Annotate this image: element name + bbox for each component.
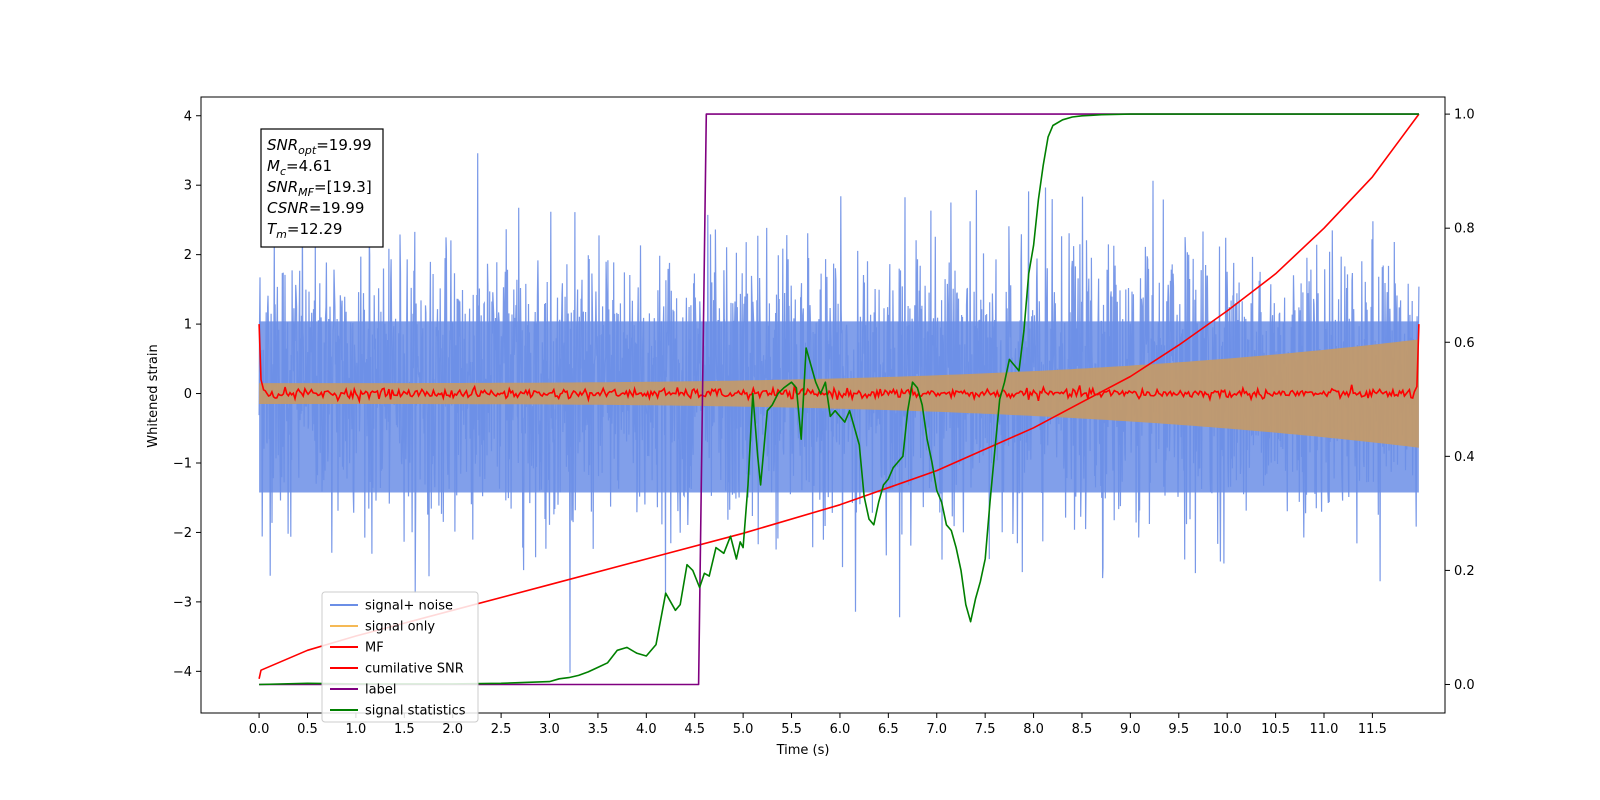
x-tick-label: 6.0 bbox=[830, 722, 851, 737]
legend: signal+ noise signal only MF cumilative SNR… bbox=[321, 591, 479, 723]
y-right-tick-label: 0.2 bbox=[1454, 564, 1475, 579]
y-right-tick-label: 0.4 bbox=[1454, 450, 1475, 465]
x-tick-label: 7.5 bbox=[975, 722, 996, 737]
snr-mf-text: SNRMF=[19.3] bbox=[267, 178, 372, 199]
x-tick-label: 9.0 bbox=[1120, 722, 1141, 737]
x-tick-label: 11.5 bbox=[1358, 722, 1387, 737]
snr-opt-text: SNRopt=19.99 bbox=[267, 136, 372, 157]
x-tick-label: 0.0 bbox=[249, 722, 270, 737]
x-tick-label: 3.5 bbox=[588, 722, 609, 737]
y-left-tick-label: 1 bbox=[184, 318, 192, 333]
x-tick-label: 7.0 bbox=[926, 722, 947, 737]
legend-label: signal only bbox=[365, 620, 435, 635]
mc-text: Mc=4.61 bbox=[267, 157, 332, 178]
y-right-tick-label: 1.0 bbox=[1454, 108, 1475, 123]
x-tick-label: 1.5 bbox=[394, 722, 415, 737]
snr-info-box: SNRopt=19.99 Mc=4.61 SNRMF=[19.3] CSNR=1… bbox=[260, 128, 384, 248]
x-tick-label: 4.5 bbox=[684, 722, 705, 737]
x-tick-label: 2.5 bbox=[491, 722, 512, 737]
x-axis-label: Time (s) bbox=[776, 743, 830, 758]
x-tick-label: 0.5 bbox=[297, 722, 318, 737]
y-left-tick-label: 2 bbox=[184, 248, 192, 263]
x-tick-label: 5.5 bbox=[781, 722, 802, 737]
series-mf-line bbox=[258, 324, 1420, 405]
plot-area bbox=[258, 113, 1420, 686]
axes-frame bbox=[200, 96, 1446, 714]
x-tick-label: 10.5 bbox=[1261, 722, 1290, 737]
legend-label: signal statistics bbox=[365, 704, 466, 719]
y-left-tick-label: −3 bbox=[173, 595, 192, 610]
legend-label: signal+ noise bbox=[365, 599, 453, 614]
y-right-tick-label: 0.8 bbox=[1454, 222, 1475, 237]
csnr-text: CSNR=19.99 bbox=[267, 199, 364, 217]
x-tick-label: 6.5 bbox=[878, 722, 899, 737]
x-tick-label: 4.0 bbox=[636, 722, 657, 737]
y-axis-label: Whitened strain bbox=[146, 344, 161, 447]
legend-label: label bbox=[365, 683, 396, 698]
series-label-line bbox=[259, 113, 1419, 686]
x-tick-label: 10.0 bbox=[1213, 722, 1242, 737]
x-tick-label: 9.5 bbox=[1168, 722, 1189, 737]
x-tick-label: 2.0 bbox=[442, 722, 463, 737]
y-left-tick-label: 4 bbox=[184, 109, 192, 124]
x-tick-label: 5.0 bbox=[733, 722, 754, 737]
y-left-tick-label: −2 bbox=[173, 526, 192, 541]
x-tick-label: 8.0 bbox=[1023, 722, 1044, 737]
legend-label: MF bbox=[365, 641, 384, 656]
legend-frame bbox=[321, 591, 479, 723]
x-tick-label: 3.0 bbox=[539, 722, 560, 737]
y-right-tick-label: 0.0 bbox=[1454, 678, 1475, 693]
y-left-tick-label: −1 bbox=[173, 456, 192, 471]
legend-label: cumilative SNR bbox=[365, 662, 464, 677]
tm-text: Tm=12.29 bbox=[267, 220, 342, 241]
x-tick-label: 11.0 bbox=[1310, 722, 1339, 737]
y-right-tick-label: 0.6 bbox=[1454, 336, 1475, 351]
snr-info-box-frame bbox=[260, 128, 384, 248]
axes: 0.0 0.5 1.0 1.5 2.0 2.5 3.0 3.5 4.0 4.5 5.0 5.5 6.0 6… bbox=[173, 96, 1475, 737]
y-left-tick-label: 3 bbox=[184, 179, 192, 194]
y-left-tick-label: −4 bbox=[173, 665, 192, 680]
series-signal-statistics-line bbox=[259, 113, 1419, 686]
x-tick-label: 1.0 bbox=[346, 722, 367, 737]
y-left-tick-label: 0 bbox=[184, 387, 192, 402]
x-tick-label: 8.5 bbox=[1072, 722, 1093, 737]
